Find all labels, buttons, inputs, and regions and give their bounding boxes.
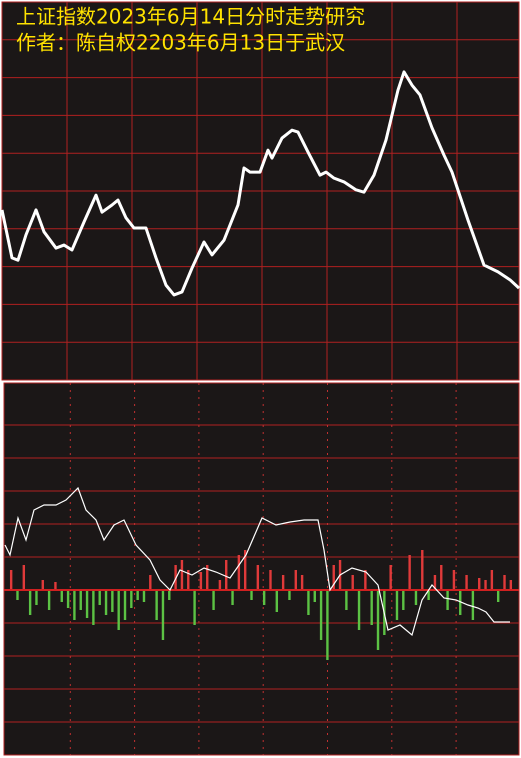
bar (459, 590, 462, 615)
bar (427, 590, 430, 600)
bar (22, 565, 26, 590)
bar (414, 590, 418, 605)
bar (408, 555, 411, 590)
bar (376, 590, 380, 650)
bar (496, 590, 500, 602)
bar (288, 590, 291, 600)
bar (243, 550, 247, 590)
bar (73, 590, 76, 620)
bar (98, 590, 101, 605)
bar (307, 590, 310, 615)
bar (212, 590, 215, 610)
bar (54, 582, 57, 590)
bar (465, 575, 468, 590)
bar (319, 590, 323, 640)
flow-line (4, 486, 510, 637)
bar (104, 590, 108, 615)
bar (168, 590, 171, 600)
bar (16, 590, 19, 600)
bar (395, 590, 399, 620)
bar (47, 590, 51, 610)
bar (111, 590, 114, 612)
bar (300, 575, 304, 590)
bar (471, 590, 475, 620)
bar (79, 590, 82, 610)
bottom-panel (3, 382, 520, 756)
bar (345, 590, 348, 610)
bar (193, 590, 196, 625)
bar (250, 590, 253, 600)
bar (332, 565, 335, 590)
bar (490, 570, 494, 590)
bar (269, 570, 272, 590)
bar (117, 590, 120, 630)
bar (351, 575, 354, 590)
bar (275, 590, 279, 612)
bar (85, 590, 89, 618)
bar (149, 575, 152, 590)
bar (9, 570, 13, 590)
bar (187, 570, 190, 590)
bar (92, 590, 95, 625)
bar (503, 575, 506, 590)
bar (389, 565, 392, 590)
bar (262, 590, 266, 605)
bar (402, 590, 405, 610)
bar (199, 572, 203, 590)
bar (161, 590, 165, 640)
bar (509, 580, 513, 590)
chart-title: 上证指数2023年6月14日分时走势研究 (16, 5, 365, 29)
bar (35, 590, 38, 605)
bar (142, 590, 146, 602)
bar (28, 590, 32, 615)
chart-subtitle: 作者：陈自权2203年6月13日于武汉 (16, 31, 345, 55)
bar (41, 580, 44, 590)
price-line (0, 70, 521, 297)
bar (66, 590, 70, 608)
bar (281, 575, 285, 590)
bar (357, 590, 361, 630)
bar (225, 560, 228, 590)
bar (130, 590, 133, 608)
bar (123, 590, 127, 620)
bar (421, 550, 424, 590)
bar (256, 565, 260, 590)
bar (484, 580, 487, 590)
bar (231, 590, 234, 605)
bar (206, 565, 209, 590)
bar (446, 590, 449, 610)
bar (452, 570, 456, 590)
bar (370, 590, 373, 625)
bar (155, 590, 158, 620)
bar (364, 570, 367, 590)
bar (60, 590, 63, 602)
bar (294, 570, 297, 590)
bar (433, 575, 437, 590)
bar (326, 590, 329, 660)
bar (440, 565, 443, 590)
bar (478, 578, 481, 590)
bar (218, 580, 222, 590)
bar (237, 555, 241, 590)
bar (313, 590, 316, 602)
bar (180, 560, 184, 590)
bar (136, 590, 139, 600)
